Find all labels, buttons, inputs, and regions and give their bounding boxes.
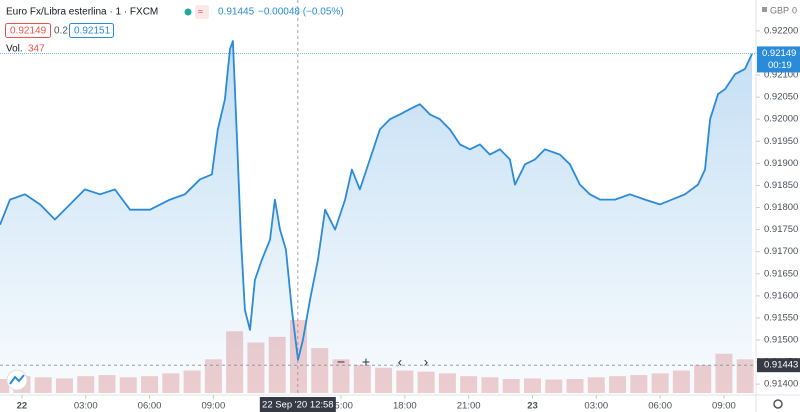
lock-icon (762, 7, 767, 12)
y-tick-label: 0.91700 (764, 246, 798, 257)
y-tick-label: 0.91750 (764, 224, 798, 235)
x-tick-label: 09:00 (712, 401, 736, 412)
x-tick-label: 03:00 (74, 401, 98, 412)
y-tick-label: 0.91500 (764, 335, 798, 346)
zoom-in[interactable]: + (362, 354, 370, 370)
ask-box[interactable] (69, 23, 114, 38)
y-tick-label: 0.91550 (764, 312, 798, 323)
currency: GBP (770, 5, 789, 15)
crosshair-y-box (757, 358, 800, 373)
countdown: 00:19 (768, 60, 792, 71)
ask[interactable]: 0.92151 (74, 26, 111, 37)
x-tick-label: 15:00 (329, 401, 353, 412)
volume-label: Vol. (6, 44, 23, 55)
x-tick-label: 23 (527, 401, 538, 412)
status-icon (195, 5, 209, 19)
y-tick-label: 0.91650 (764, 268, 798, 279)
logo-glyph (9, 374, 25, 385)
x-tick-label: 06:00 (648, 401, 672, 412)
x-tick-label: 03:00 (584, 401, 608, 412)
x-tick-label: 09:00 (201, 401, 225, 412)
status-icon-glyph: ≈ (198, 6, 203, 16)
volume-value: 347 (28, 44, 45, 55)
spread: 0.2 (54, 26, 68, 37)
price-area (0, 41, 752, 393)
x-tick-label: 18:00 (393, 401, 417, 412)
y-tick-label: 0.92100 (764, 70, 798, 81)
x-tick-label: 22 (17, 401, 28, 412)
y-tick-label: 0.91850 (764, 180, 798, 191)
last-price-box (757, 46, 800, 73)
settings-icon[interactable] (773, 399, 783, 409)
zoom-controls: − + ‹ › (337, 354, 429, 370)
scroll-right[interactable]: › (424, 354, 429, 370)
last-price: 0.91445 (218, 7, 255, 18)
scroll-left[interactable]: ‹ (398, 354, 403, 370)
y-tick-label: 0.91800 (764, 202, 798, 213)
price-line (0, 40, 753, 361)
y-tick-label: 0.92200 (764, 25, 798, 36)
price-change: −0.00048 (−0.05%) (258, 7, 344, 18)
y-tick-label: 0.91400 (764, 379, 798, 390)
crosshair-x-label: 22 Sep '20 12:58 (262, 400, 334, 411)
symbol-title: Euro Fx/Libra esterlina · 1 · FXCM (6, 7, 158, 18)
x-tick-label: 06:00 (138, 401, 162, 412)
currency-suffix: 0 (792, 5, 797, 15)
x-tick-label: 21:00 (457, 401, 481, 412)
zoom-out[interactable]: − (337, 354, 345, 370)
crosshair-y-label: 0.91443 (764, 360, 798, 371)
y-tick-label: 0.91950 (764, 136, 798, 147)
y-tick-label: 0.92000 (764, 114, 798, 125)
last-price-label: 0.92149 (762, 48, 796, 59)
y-tick-label: 0.92050 (764, 92, 798, 103)
y-tick-label: 0.91900 (764, 158, 798, 169)
crosshair-x-box (259, 397, 336, 412)
bid-box[interactable] (5, 23, 51, 38)
y-tick-label: 0.91600 (764, 290, 798, 301)
status-dot (184, 8, 192, 16)
bid[interactable]: 0.92149 (10, 26, 47, 37)
